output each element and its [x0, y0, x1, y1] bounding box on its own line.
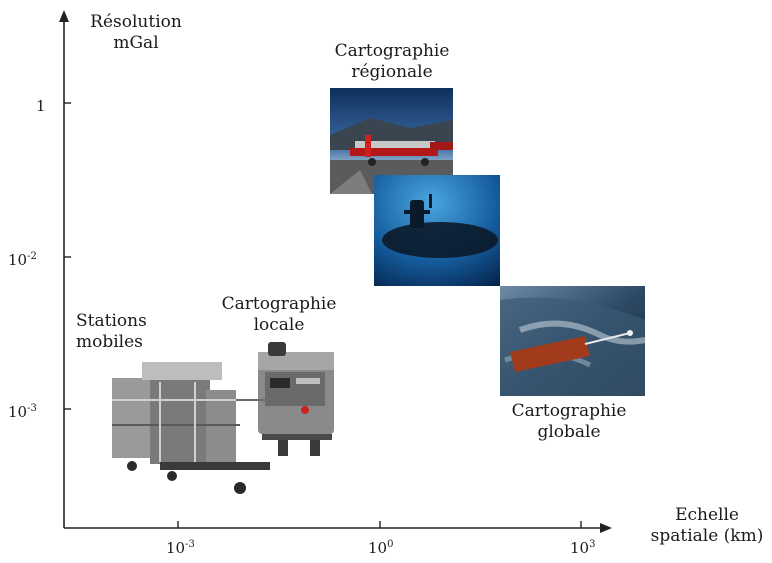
- y-tick-2-base: 10: [8, 251, 28, 269]
- mobile-stations-photo: [112, 362, 270, 494]
- x-tick-2-exp: 0: [387, 539, 394, 550]
- y-axis: [59, 10, 71, 528]
- x-tick-label-2: 100: [368, 536, 393, 557]
- label-regional: Cartographie régionale: [322, 41, 462, 83]
- y-tick-3-base: 10: [8, 403, 28, 421]
- y-tick-label-3: 10-3: [8, 400, 37, 421]
- y-tick-2-exp: -2: [27, 251, 37, 262]
- y-tick-3-exp: -3: [27, 403, 37, 414]
- x-tick-3-exp: 3: [589, 539, 596, 550]
- y-tick-label-1: 1: [36, 94, 46, 115]
- x-tick-1-base: 10: [166, 539, 186, 557]
- label-global-line1: Cartographie: [511, 401, 627, 421]
- x-tick-3-base: 10: [570, 539, 590, 557]
- y-axis-title-line2: mGal: [113, 33, 159, 53]
- x-axis: [64, 521, 612, 533]
- submarine-photo: [374, 175, 500, 286]
- label-global-line2: globale: [537, 422, 601, 442]
- satellite-photo: [500, 286, 646, 396]
- x-axis-title-line2: spatiale (km): [650, 526, 764, 546]
- y-axis-title: Résolution mGal: [84, 12, 188, 54]
- label-local-line2: locale: [253, 315, 305, 335]
- y-tick-label-2: 10-2: [8, 248, 37, 269]
- label-regional-line2: régionale: [351, 62, 433, 82]
- y-tick-1-base: 1: [36, 97, 46, 115]
- x-axis-title-line1: Echelle: [675, 505, 739, 525]
- label-mobile-line1: Stations: [76, 311, 147, 331]
- x-tick-label-3: 103: [570, 536, 595, 557]
- label-mobile: Stations mobiles: [76, 311, 180, 353]
- x-axis-title: Echelle spatiale (km): [646, 505, 768, 547]
- gravimeter-photo: [258, 342, 334, 456]
- label-regional-line1: Cartographie: [334, 41, 450, 61]
- y-axis-title-line1: Résolution: [90, 12, 182, 32]
- label-local: Cartographie locale: [206, 294, 352, 336]
- label-mobile-line2: mobiles: [76, 332, 143, 352]
- label-local-line1: Cartographie: [221, 294, 337, 314]
- x-tick-2-base: 10: [368, 539, 388, 557]
- label-global: Cartographie globale: [496, 401, 642, 443]
- x-tick-label-1: 10-3: [166, 536, 195, 557]
- x-tick-1-exp: -3: [185, 539, 195, 550]
